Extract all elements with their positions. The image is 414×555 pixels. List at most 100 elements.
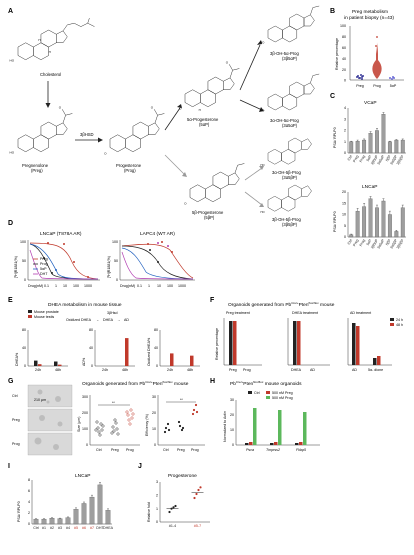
panel-e-ad: AD xyxy=(124,318,129,322)
preg-label-2: (Preg) xyxy=(31,168,43,173)
x-label: #2 xyxy=(50,526,54,530)
svg-text:HO: HO xyxy=(260,41,265,45)
bar xyxy=(381,200,386,238)
panel-g-size-x-preg: Preg xyxy=(111,448,119,452)
panel-h-ytick-3: 30 xyxy=(230,398,234,402)
ytick: 2 xyxy=(344,129,346,133)
panel-d-left-title: LNCaP (T878A AR) xyxy=(40,231,82,237)
panel-f-x-5adione: 5α- dione xyxy=(368,368,383,372)
panel-e-bar xyxy=(125,338,129,366)
3b5bp-label-1: 3β-OH-5β-Prog xyxy=(272,217,301,222)
3b5ap-label-2: (3β5αP) xyxy=(282,56,298,61)
x-label: 3β5αP xyxy=(370,238,379,250)
panel-b-ylabel: Relative percentage xyxy=(335,38,339,70)
panel-f-dhea-48h xyxy=(297,321,301,365)
panel-j-point xyxy=(172,506,175,509)
panel-g-eff-sig: ** xyxy=(180,398,183,402)
panel-e-xtick: 24h xyxy=(35,368,41,372)
3b5ap-label-1: 3β-OH-5α-Prog xyxy=(270,51,299,56)
panel-d-ytick-0: 0 xyxy=(24,278,26,282)
panel-g-size-x-ctrl: Ctrl xyxy=(96,448,102,452)
bar xyxy=(400,207,405,238)
panel-g-eff-ytick-3: 30 xyxy=(152,395,156,399)
x-label: 3α5αP xyxy=(377,154,386,166)
panel-i-title: LNCaP xyxy=(75,473,90,479)
bar xyxy=(105,510,111,525)
panel-c-vcap-ylabel: PSA/ RPLP0 xyxy=(333,127,337,148)
panel-b-ytick-5: 100 xyxy=(340,24,346,28)
panel-e-ylabel: Oxidized DHEA% xyxy=(147,337,151,366)
ytick: 2 xyxy=(28,511,30,515)
panel-j-xtick: #1-4 xyxy=(169,524,176,528)
svg-text:O: O xyxy=(59,105,62,109)
panel-b-ytick-0: 0 xyxy=(344,79,346,83)
x-label: Prog xyxy=(359,155,366,164)
panel-g-eff-ylabel: Efficiency (%) xyxy=(145,414,149,436)
panel-g-row-preg: Preg xyxy=(12,418,20,422)
x-label: #3 xyxy=(58,526,62,530)
panel-f-legend-48h: 48 h xyxy=(396,323,403,327)
x-label: 5βP xyxy=(385,238,392,246)
bar xyxy=(41,518,47,525)
panel-f-dhea-24h xyxy=(293,321,297,365)
panel-b-plot: 0 20 40 60 80 100 Relative percentage Pr… xyxy=(335,24,404,88)
panel-g-eff-x-ctrl: Ctrl xyxy=(163,448,169,452)
bar xyxy=(355,210,360,238)
panel-e-ytick: 0 xyxy=(156,364,158,368)
panel-e-ytick: 80 xyxy=(22,328,26,332)
panel-j-point xyxy=(197,488,200,492)
panel-j-point xyxy=(199,486,202,489)
panel-b-x-prog: Prog xyxy=(373,84,381,88)
svg-text:HO: HO xyxy=(261,163,265,167)
pregnenolone-structure: HO O xyxy=(10,105,73,154)
bar xyxy=(381,114,386,154)
panel-h-legend-prog: 500 nM Prog xyxy=(272,396,293,400)
preg-label-1: Pregnenolone xyxy=(22,163,49,168)
x-label: 3β5αP xyxy=(370,154,379,166)
panel-d-legend: Preg Prog 5αP DHT xyxy=(33,257,48,276)
panel-g-eff-ytick-0: 0 xyxy=(154,443,156,447)
panel-e-bar xyxy=(54,361,58,366)
ytick: 0 xyxy=(344,235,346,239)
ytick: 5 xyxy=(344,224,346,228)
panel-c-vcap-title: VCaP xyxy=(364,100,377,106)
panel-g-eff-x-prog: Prog xyxy=(191,448,199,452)
arrow-5bp-3a5bp xyxy=(244,167,263,181)
panel-c-lncap-title: LNCaP xyxy=(362,184,377,190)
svg-text:O: O xyxy=(226,60,229,64)
panel-b-letter: B xyxy=(330,8,335,15)
panel-f-x-prog: Prog xyxy=(243,368,251,372)
panel-g-eff-plot: Efficiency (%) 0 10 20 30 ** Ctrl Preg P… xyxy=(145,395,205,452)
bar xyxy=(49,517,55,525)
panel-e-ytick: 40 xyxy=(89,346,93,350)
x-label: 3β5βP xyxy=(396,154,405,166)
bar xyxy=(57,518,63,525)
panel-d-legend-dht: DHT xyxy=(40,272,48,276)
panel-f-ad-24h xyxy=(352,323,356,365)
panel-e-dhea-arrow-left: ← xyxy=(96,318,100,322)
5ap-structure: O O H xyxy=(179,60,240,112)
panel-f-sub-ad: AD treatment xyxy=(350,311,371,315)
3a5ap-label-2: (3α5αP) xyxy=(282,123,298,128)
panel-g-size-ytick-2: 200 xyxy=(82,411,88,415)
panel-h-plot: Normalized to Actin 0 10 20 30 Psca Tmpr… xyxy=(223,398,320,452)
panel-e-bar xyxy=(170,353,174,366)
panel-f-legend-24h: 24 h xyxy=(396,318,403,322)
5ap-label-1: 5α-Progesterone xyxy=(187,117,219,122)
x-label: 3β5βP xyxy=(396,238,405,250)
panel-h-letter: H xyxy=(210,378,215,385)
bar xyxy=(349,141,354,154)
arrow-5ap-3b5ap xyxy=(239,44,261,91)
panel-b-5ap-points xyxy=(389,76,395,80)
panel-d-letter: D xyxy=(8,220,13,227)
panel-e-bar xyxy=(38,364,42,366)
x-label: #4 xyxy=(66,526,70,530)
panel-g-images: 210 μm Ctrl Preg Prog xyxy=(12,384,73,456)
panel-j-ylabel: Relative fold xyxy=(147,502,151,522)
x-label: 3α5βP xyxy=(389,154,398,166)
panel-i-chart: 0 2 4 6 8 Ctrl #1 #2 #3 #4 #5 #6 #7 DHT DHEA xyxy=(28,478,114,530)
panel-d-ytick-1: 50 xyxy=(22,259,26,263)
panel-d-ylabel: [³H]R1881(%) xyxy=(14,256,18,278)
panel-h-legend-ctrl: Ctrl xyxy=(254,391,260,395)
